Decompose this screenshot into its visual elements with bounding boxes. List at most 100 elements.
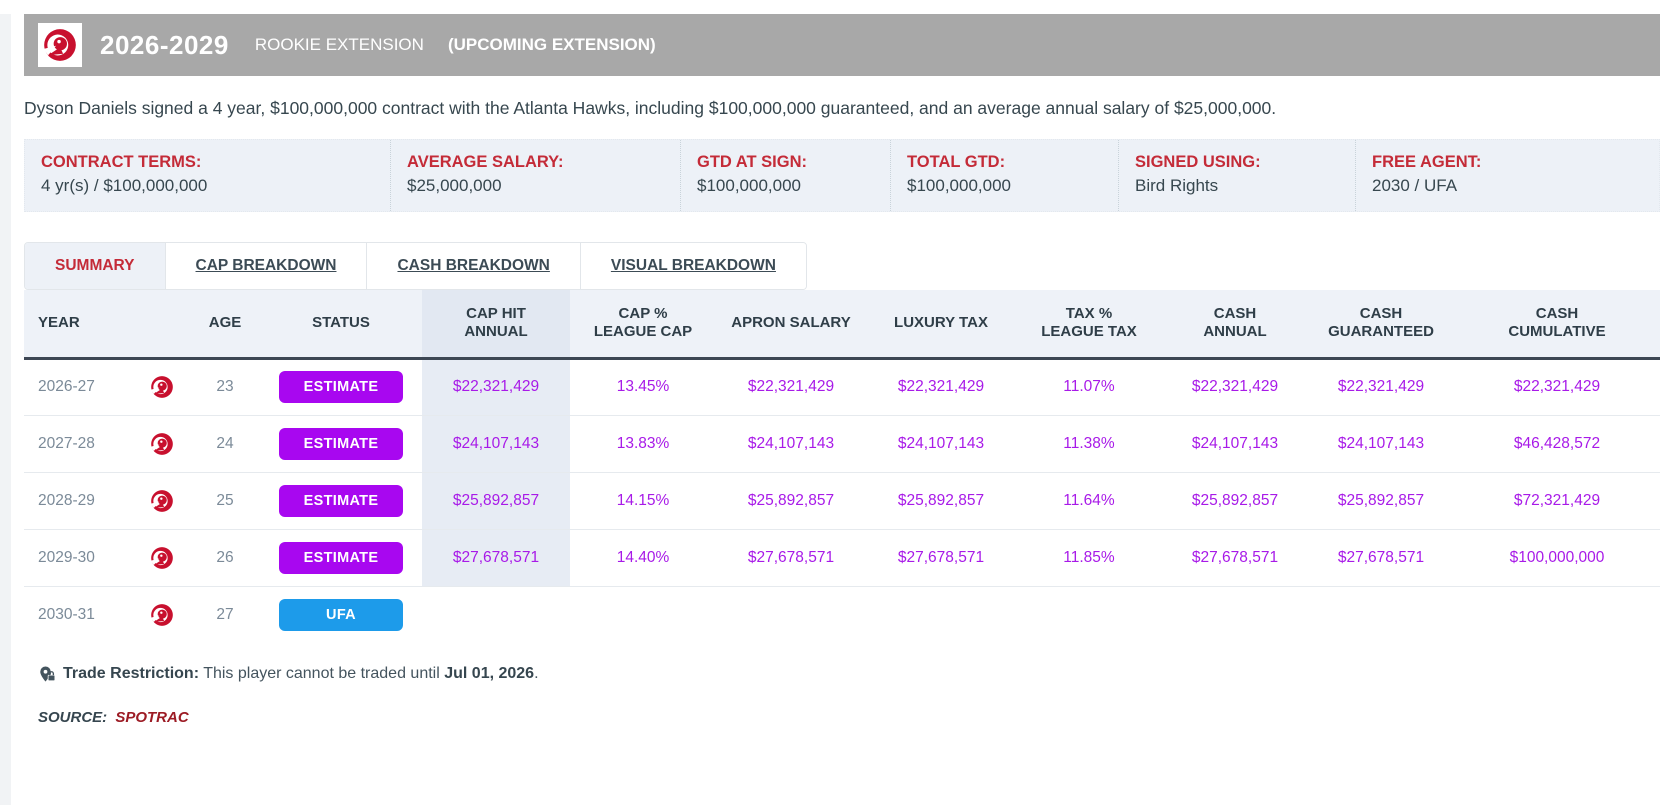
tab-summary[interactable]: SUMMARY xyxy=(25,243,166,289)
hawks-logo-icon xyxy=(43,29,76,61)
salary-table: YEAR AGE STATUS CAP HIT ANNUAL CAP % LEA… xyxy=(24,290,1660,643)
contract-type: ROOKIE EXTENSION xyxy=(254,35,424,54)
term-average-salary: AVERAGE SALARY: $25,000,000 xyxy=(391,140,681,211)
trade-restriction-body: This player cannot be traded until xyxy=(203,665,440,682)
col-header-status: STATUS xyxy=(260,290,422,360)
tab-visual-breakdown[interactable]: VISUAL BREAKDOWN xyxy=(580,243,806,289)
cell-cash-cumulative: $22,321,429 xyxy=(1454,358,1660,416)
cell-team-logo xyxy=(134,415,190,473)
contract-note: (UPCOMING EXTENSION) xyxy=(447,35,656,54)
breakdown-tabs: SUMMARY CAP BREAKDOWN CASH BREAKDOWN VIS… xyxy=(24,242,807,290)
hawks-logo-icon xyxy=(150,489,173,512)
term-value: $100,000,000 xyxy=(697,176,801,195)
term-gtd-at-sign: GTD AT SIGN: $100,000,000 xyxy=(681,140,891,211)
trade-restriction-date: Jul 01, 2026 xyxy=(444,665,535,682)
tab-label: CASH BREAKDOWN xyxy=(397,257,550,274)
header-line: LEAGUE CAP xyxy=(593,323,693,341)
term-label: CONTRACT TERMS: xyxy=(41,153,202,171)
cell-cash-annual: $27,678,571 xyxy=(1162,529,1308,587)
cell-tax-pct: 11.85% xyxy=(1016,529,1162,587)
status-badge: ESTIMATE xyxy=(279,484,403,517)
term-contract-terms: CONTRACT TERMS: 4 yr(s) / $100,000,000 xyxy=(25,140,391,211)
cell-cap-pct xyxy=(570,586,716,643)
cell-cap-hit: $27,678,571 xyxy=(422,529,570,587)
source-line: SOURCE: SPOTRAC xyxy=(24,709,1660,726)
hawks-logo-icon xyxy=(150,432,173,455)
tab-label: SUMMARY xyxy=(55,257,135,274)
cell-status: ESTIMATE xyxy=(260,529,422,587)
cell-luxury-tax: $24,107,143 xyxy=(866,415,1016,473)
cell-cash-guaranteed xyxy=(1308,586,1454,643)
col-header-cash-annual: CASH ANNUAL xyxy=(1162,290,1308,360)
cell-tax-pct xyxy=(1016,586,1162,643)
cell-status: UFA xyxy=(260,586,422,643)
status-badge: ESTIMATE xyxy=(279,427,403,460)
term-label: AVERAGE SALARY: xyxy=(407,153,564,171)
contract-title-bar: 2026-2029 ROOKIE EXTENSION (UPCOMING EXT… xyxy=(24,14,1660,76)
cell-age: 23 xyxy=(190,358,260,416)
hawks-logo-icon xyxy=(150,376,173,398)
contract-terms-bar: CONTRACT TERMS: 4 yr(s) / $100,000,000 A… xyxy=(24,139,1660,212)
trade-restriction-pin-lock-icon xyxy=(40,666,56,682)
cell-team-logo xyxy=(134,472,190,530)
source-link-spotrac[interactable]: SPOTRAC xyxy=(115,709,189,726)
term-signed-using: SIGNED USING: Bird Rights xyxy=(1119,140,1356,211)
term-label: GTD AT SIGN: xyxy=(697,153,807,171)
col-header-age: AGE xyxy=(190,290,260,360)
status-badge: ESTIMATE xyxy=(279,371,403,403)
cell-cash-annual: $22,321,429 xyxy=(1162,358,1308,416)
team-logo-box xyxy=(38,23,82,67)
status-badge: UFA xyxy=(279,598,403,631)
term-value: Bird Rights xyxy=(1135,176,1219,195)
header-line: GUARANTEED xyxy=(1328,323,1434,341)
col-header-cap-pct: CAP % LEAGUE CAP xyxy=(570,290,716,360)
cell-apron: $25,892,857 xyxy=(716,472,866,530)
cell-cap-pct: 13.83% xyxy=(570,415,716,473)
cell-cash-cumulative: $72,321,429 xyxy=(1454,472,1660,530)
cell-cash-annual: $25,892,857 xyxy=(1162,472,1308,530)
cell-luxury-tax: $25,892,857 xyxy=(866,472,1016,530)
term-total-gtd: TOTAL GTD: $100,000,000 xyxy=(891,140,1119,211)
contract-card: 2026-2029 ROOKIE EXTENSION (UPCOMING EXT… xyxy=(24,14,1660,726)
cell-cash-cumulative xyxy=(1454,586,1660,643)
header-line: CASH xyxy=(1359,304,1403,322)
cell-cap-pct: 14.40% xyxy=(570,529,716,587)
term-value: $25,000,000 xyxy=(407,176,502,195)
cell-age: 27 xyxy=(190,586,260,643)
header-line: CUMULATIVE xyxy=(1508,323,1606,341)
trade-restriction-text: Trade Restriction: This player cannot be… xyxy=(63,665,539,683)
cell-team-logo xyxy=(134,529,190,587)
col-header-cash-guaranteed: CASH GUARANTEED xyxy=(1308,290,1454,360)
cell-cap-hit: $22,321,429 xyxy=(422,358,570,416)
term-value: 4 yr(s) / $100,000,000 xyxy=(41,176,208,195)
tab-cap-breakdown[interactable]: CAP BREAKDOWN xyxy=(165,243,368,289)
table-row: 2030-31 27 UFA xyxy=(24,586,1660,643)
contract-description: Dyson Daniels signed a 4 year, $100,000,… xyxy=(24,98,1277,118)
cell-age: 26 xyxy=(190,529,260,587)
cell-year: 2026-27 xyxy=(24,358,134,416)
cell-apron: $27,678,571 xyxy=(716,529,866,587)
col-header-tax-pct: TAX % LEAGUE TAX xyxy=(1016,290,1162,360)
cell-cash-cumulative: $46,428,572 xyxy=(1454,415,1660,473)
tab-label: VISUAL BREAKDOWN xyxy=(610,257,776,274)
cell-apron xyxy=(716,586,866,643)
cell-tax-pct: 11.64% xyxy=(1016,472,1162,530)
trade-restriction-label: Trade Restriction: xyxy=(63,665,200,682)
contract-years: 2026-2029 xyxy=(100,29,229,60)
table-header-row: YEAR AGE STATUS CAP HIT ANNUAL CAP % LEA… xyxy=(24,290,1660,360)
header-line: ANNUAL xyxy=(1203,323,1267,341)
term-free-agent: FREE AGENT: 2030 / UFA xyxy=(1356,140,1659,211)
table-row: 2029-30 26 ESTIMATE $27,678,571 14.40% $… xyxy=(24,529,1660,587)
cell-cap-hit: $24,107,143 xyxy=(422,415,570,473)
cell-cash-guaranteed: $24,107,143 xyxy=(1308,415,1454,473)
table-row: 2028-29 25 ESTIMATE $25,892,857 14.15% $… xyxy=(24,472,1660,530)
cell-year: 2029-30 xyxy=(24,529,134,587)
cell-tax-pct: 11.38% xyxy=(1016,415,1162,473)
cell-tax-pct: 11.07% xyxy=(1016,358,1162,416)
term-value: $100,000,000 xyxy=(907,176,1011,195)
cell-cash-annual: $24,107,143 xyxy=(1162,415,1308,473)
tab-cash-breakdown[interactable]: CASH BREAKDOWN xyxy=(367,243,581,289)
header-line: CASH xyxy=(1535,304,1579,322)
cell-cap-hit xyxy=(422,586,570,643)
col-header-luxury-tax: LUXURY TAX xyxy=(866,290,1016,360)
